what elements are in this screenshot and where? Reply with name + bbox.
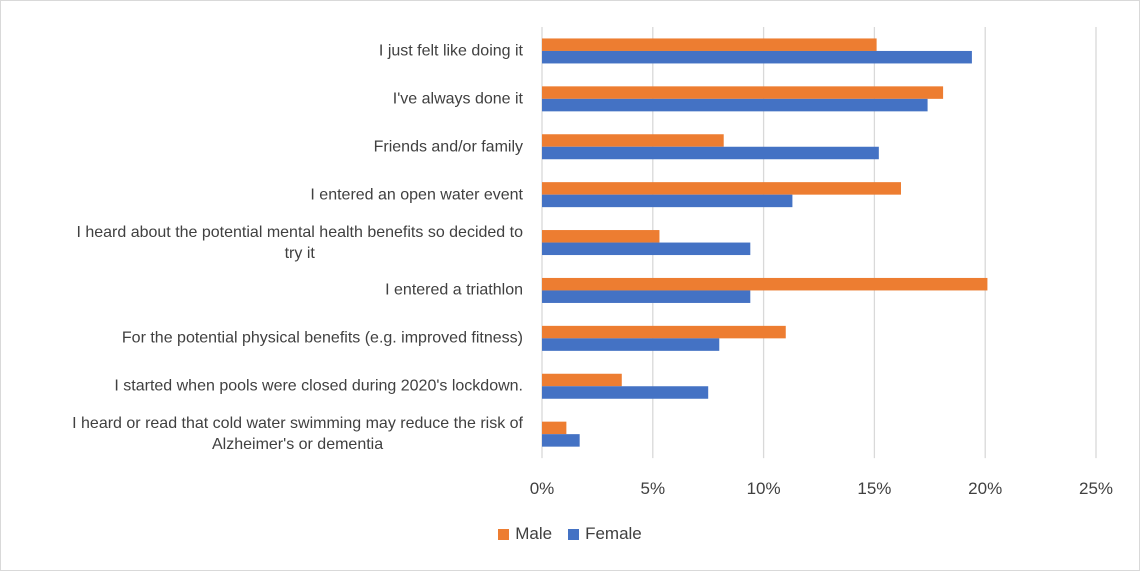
bar-male	[542, 182, 901, 195]
x-tick-label: 0%	[529, 479, 555, 498]
category-label: I entered a triathlon	[385, 280, 523, 301]
category-label-line: I entered a triathlon	[385, 281, 523, 299]
x-tick-label: 15%	[857, 479, 892, 498]
category-label-line: I just felt like doing it	[378, 42, 523, 60]
bar-female	[542, 98, 928, 112]
x-tick-label: 10%	[746, 479, 781, 498]
category-label: I entered an open water event	[310, 184, 523, 205]
bar-male	[542, 373, 622, 387]
bar-female	[542, 338, 720, 351]
x-tick-label: 25%	[1078, 479, 1114, 498]
bar-male	[542, 134, 724, 147]
bar-male	[542, 230, 660, 243]
category-label: I just felt like doing it	[379, 40, 523, 61]
category-label-line: I started when pools were closed during …	[114, 377, 523, 395]
x-tick-label: 5%	[640, 479, 666, 498]
category-label: I started when pools were closed during …	[114, 376, 523, 397]
legend-item-female: Female	[568, 524, 642, 544]
category-label-line: I entered an open water event	[310, 186, 523, 204]
category-label-line: Alzheimer's or dementia	[212, 436, 384, 454]
legend-swatch-male	[498, 528, 510, 540]
bar-female	[542, 386, 709, 399]
category-label: Friends and/or family	[374, 136, 523, 157]
category-label-line: Friends and/or family	[373, 138, 523, 156]
bar-female	[542, 242, 751, 256]
bar-male	[542, 38, 877, 51]
legend-swatch-female	[568, 528, 580, 540]
bar-male	[542, 277, 988, 291]
legend-item-male: Male	[498, 524, 552, 544]
category-label: I heard or read that cold water swimming…	[72, 413, 523, 455]
bar-female	[542, 50, 972, 64]
bar-male	[542, 421, 567, 435]
bar-male	[542, 325, 786, 339]
category-label: I've always done it	[393, 88, 523, 109]
legend-label-female: Female	[585, 524, 642, 543]
bar-female	[542, 434, 580, 447]
category-label-line: I heard about the potential mental healt…	[76, 223, 523, 241]
category-label: For the potential physical benefits (e.g…	[122, 328, 523, 349]
bar-female	[542, 290, 751, 303]
category-label-line: try it	[284, 244, 315, 262]
bar-female	[542, 146, 879, 160]
category-label: I heard about the potential mental healt…	[76, 222, 523, 264]
x-tick-label: 20%	[968, 479, 1003, 498]
legend-label-male: Male	[515, 524, 553, 543]
bar-male	[542, 86, 944, 99]
legend: Male Female	[1, 524, 1139, 544]
category-label-line: I've always done it	[392, 90, 523, 108]
bar-female	[542, 194, 793, 208]
category-label-line: I heard or read that cold water swimming…	[72, 415, 523, 433]
category-label-line: For the potential physical benefits (e.g…	[121, 329, 523, 347]
